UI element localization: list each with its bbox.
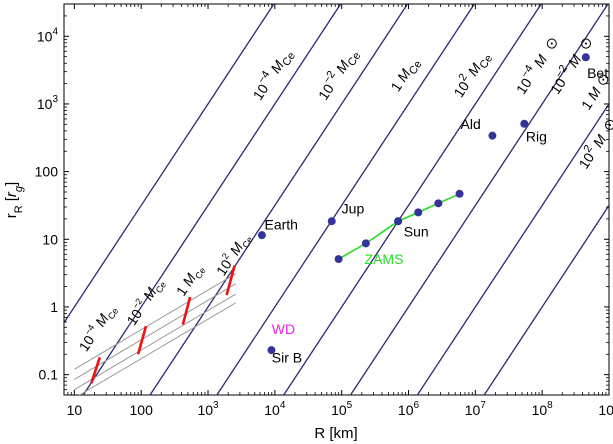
sun-symbol-dot bbox=[585, 42, 588, 45]
label-zams: ZAMS bbox=[365, 251, 404, 267]
y-axis-title-unit: r bbox=[3, 191, 20, 197]
point-ald bbox=[488, 131, 497, 140]
label-earth: Earth bbox=[264, 216, 297, 232]
gray-line-0 bbox=[74, 273, 237, 370]
label-bet: Bet bbox=[587, 65, 608, 81]
y-axis-title-sub: R bbox=[13, 205, 25, 213]
y-tick-label-2: 10 bbox=[42, 231, 58, 247]
sun-symbol-dot bbox=[608, 123, 611, 126]
y-axis-title: rR[rg] bbox=[3, 182, 25, 218]
y-axis-title-bracket-close: ] bbox=[3, 182, 20, 186]
mass-line-2 bbox=[149, 4, 409, 395]
zams-point-5 bbox=[455, 189, 464, 198]
y-tick-label-5: 104 bbox=[37, 26, 59, 44]
planet-mass-label-0: 10−4 MCe bbox=[74, 300, 121, 356]
point-rig bbox=[520, 119, 529, 128]
x-tick-label-1: 100 bbox=[130, 402, 154, 418]
plot-frame bbox=[63, 3, 610, 396]
label-wd: WD bbox=[272, 321, 295, 337]
gray-line-2 bbox=[74, 293, 237, 391]
x-tick-label-7: 108 bbox=[532, 400, 554, 418]
x-tick-label-3: 104 bbox=[264, 400, 286, 418]
sun-symbol-dot bbox=[550, 42, 553, 45]
x-tick-label-4: 105 bbox=[331, 400, 353, 418]
zams-point-1 bbox=[361, 239, 370, 248]
zams-point-3 bbox=[414, 208, 423, 217]
sun-symbol-dot bbox=[602, 78, 605, 81]
point-bet bbox=[581, 53, 590, 62]
planet-mass-label-1: 10−2 MCe bbox=[122, 274, 169, 330]
sun-symbol-icon bbox=[581, 38, 592, 49]
red-segment-3 bbox=[225, 265, 236, 296]
mass-line-label-7-text: 102 M bbox=[573, 130, 610, 172]
y-tick-label-3: 100 bbox=[35, 164, 59, 180]
mass-line-label-5: 10−2 M bbox=[545, 38, 592, 97]
red-segment-2 bbox=[181, 296, 192, 325]
mass-line-label-1-text: 10−2 MCe bbox=[312, 44, 363, 105]
y-tick-label-4: 103 bbox=[37, 94, 59, 112]
point-sir-b bbox=[267, 346, 276, 355]
mass-line-label-1: 10−2 MCe bbox=[312, 44, 363, 105]
mass-line-label-0: 10−4 MCe bbox=[247, 44, 298, 105]
mass-line-0 bbox=[64, 4, 275, 324]
label-ald: Ald bbox=[461, 116, 481, 132]
mass-line-1 bbox=[82, 4, 342, 395]
planet-mass-label-1-text: 10−2 MCe bbox=[122, 274, 169, 330]
x-tick-label-2: 103 bbox=[197, 400, 219, 418]
x-tick-label-0: 10 bbox=[67, 402, 83, 418]
zams-point-4 bbox=[434, 199, 443, 208]
y-axis-title-bracket-open: [ bbox=[3, 196, 20, 201]
mass-line-label-6-text: 1 M bbox=[578, 84, 604, 113]
point-jup bbox=[327, 217, 336, 226]
planet-mass-label-0-text: 10−4 MCe bbox=[74, 300, 121, 356]
mass-line-5 bbox=[349, 4, 609, 395]
x-axis-title: R [km] bbox=[314, 425, 357, 442]
mass-line-label-2: 1 MCe bbox=[387, 54, 424, 96]
sun-symbol-icon bbox=[598, 74, 609, 85]
label-jup: Jup bbox=[342, 201, 365, 217]
mass-line-label-3: 102 MCe bbox=[448, 47, 495, 103]
mass-line-6 bbox=[416, 102, 609, 395]
mass-line-label-0-text: 10−4 MCe bbox=[247, 44, 298, 105]
y-tick-label-1: 1 bbox=[50, 299, 58, 315]
mass-line-label-7: 102 M bbox=[573, 119, 613, 172]
mass-line-4 bbox=[283, 4, 542, 395]
x-tick-label-5: 106 bbox=[398, 400, 420, 418]
mass-line-7 bbox=[483, 204, 609, 395]
y-tick-label-0: 0.1 bbox=[39, 367, 59, 383]
label-sun: Sun bbox=[404, 223, 429, 239]
mass-line-label-3-text: 102 MCe bbox=[448, 47, 495, 103]
planet-mass-label-2-text: 1 MCe bbox=[173, 261, 208, 301]
point-earth bbox=[257, 231, 266, 240]
mass-line-3 bbox=[216, 4, 475, 395]
red-segment-0 bbox=[90, 356, 101, 384]
mass-line-label-2-text: 1 MCe bbox=[387, 54, 424, 96]
point-sun bbox=[394, 217, 403, 226]
planet-mass-label-2: 1 MCe bbox=[173, 261, 208, 301]
x-tick-label-6: 107 bbox=[465, 400, 487, 418]
y-axis-title-main: r bbox=[3, 213, 20, 218]
mass-line-label-5-text: 10−2 M bbox=[545, 50, 585, 97]
gray-line-1 bbox=[74, 283, 237, 380]
sun-symbol-icon bbox=[546, 38, 557, 49]
y-axis-title-unit-sub: g bbox=[13, 185, 25, 192]
zams-point-0 bbox=[334, 255, 343, 264]
red-segment-1 bbox=[136, 325, 148, 355]
label-rig: Rig bbox=[526, 128, 547, 144]
x-tick-label-8: 109 bbox=[598, 400, 613, 418]
gray-line-3 bbox=[78, 302, 237, 395]
label-sir-b: Sir B bbox=[272, 350, 302, 366]
mass-line-label-4-text: 10−4 M bbox=[510, 50, 550, 97]
sun-symbol-icon bbox=[604, 119, 613, 130]
